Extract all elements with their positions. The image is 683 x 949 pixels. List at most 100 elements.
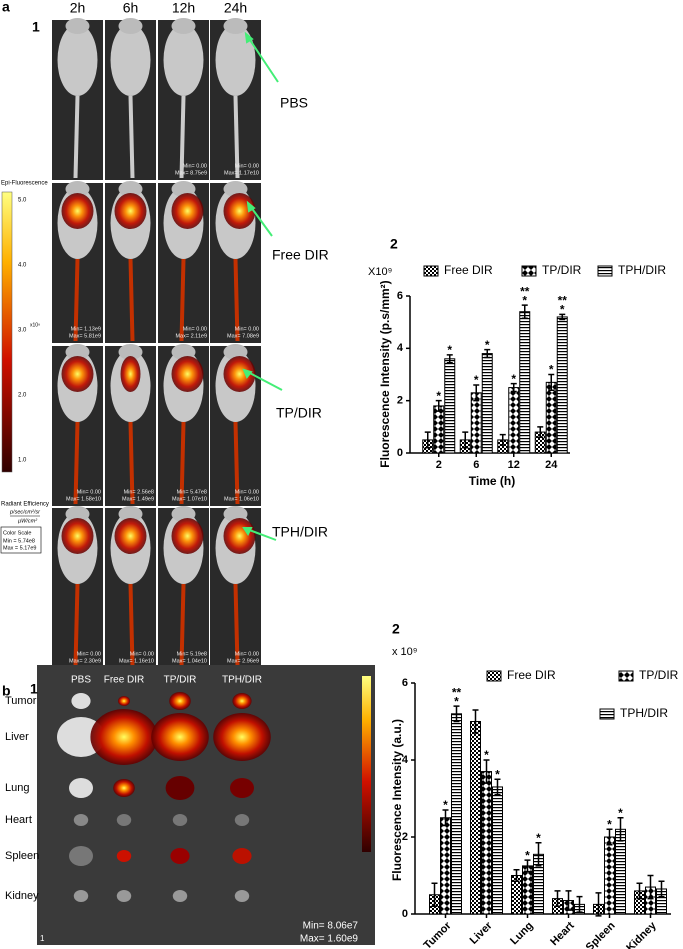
organ-label: Heart [5, 814, 32, 826]
organ-label: Kidney [5, 890, 39, 902]
bar [440, 817, 451, 915]
group-label: PBS [280, 95, 308, 111]
scale-label: X10⁹ [368, 266, 392, 278]
image-note: Min= 0.00 [130, 651, 154, 657]
photo [105, 181, 156, 343]
bar [604, 836, 615, 915]
photo [158, 506, 209, 668]
legend-swatch [486, 670, 502, 682]
legend-swatch [423, 265, 439, 277]
significance: * [549, 363, 554, 377]
legend-label: TP/DIR [639, 668, 679, 682]
column-label: Free DIR [104, 675, 145, 686]
legend-label: Free DIR [507, 668, 556, 682]
colorbar-title: Epi-Fluorescence [1, 181, 48, 187]
y-tick-label: 4 [402, 754, 409, 766]
image-note: Max= 1.58e10 [66, 496, 101, 502]
x-tick-label: Tumor [422, 919, 455, 949]
colorbar-unit: p/sec/cm²/sr [9, 509, 41, 515]
photo [158, 181, 209, 343]
time-label: 6h [123, 0, 139, 16]
organ-label: Lung [5, 782, 29, 794]
photo-layer [0, 18, 375, 945]
significance: ** [558, 293, 568, 307]
error-bar [524, 859, 531, 873]
photo [158, 344, 209, 506]
significance: * [454, 694, 459, 708]
group-label: TP/DIR [276, 405, 322, 421]
time-label: 12h [172, 0, 195, 16]
bar [481, 771, 492, 915]
image-note: Max= 1.06e10 [224, 496, 259, 502]
image-note: Max= 2.11e9 [175, 333, 207, 339]
x-tick-label: 24 [545, 459, 558, 471]
error-bar [565, 890, 572, 911]
significance: * [525, 848, 530, 862]
bar [615, 828, 626, 915]
error-bar [636, 882, 643, 900]
bar [433, 405, 445, 454]
y-axis-label: Fluorescence Intensity (p.s/mm²) [378, 280, 392, 467]
error-bar [453, 705, 460, 723]
error-bar [446, 354, 453, 364]
colorbar-scale: Color Scale [3, 530, 31, 536]
subpanel-label: 1 [32, 19, 40, 35]
error-bar [606, 828, 613, 846]
photo [105, 344, 156, 506]
image-note: Min= 0.00 [235, 489, 259, 495]
error-bar [431, 882, 438, 908]
colorbar-tick: 4.0 [18, 263, 27, 269]
bar [545, 381, 557, 454]
image-note: Max= 1.49e9 [122, 496, 154, 502]
image-note: Max= 7.08e9 [227, 333, 259, 339]
photo [52, 181, 103, 343]
bar [451, 713, 462, 915]
y-axis-label: Fluorescence Intensity (a.u.) [390, 719, 404, 881]
significance: * [447, 343, 452, 357]
legend-label: TPH/DIR [620, 706, 668, 720]
significance: * [495, 767, 500, 781]
group-label: TPH/DIR [272, 524, 328, 540]
x-tick-label: 2 [436, 459, 442, 471]
image-note: Min= 5.19e8 [177, 651, 207, 657]
image-note: Min= 5.47e8 [177, 489, 207, 495]
photo [52, 18, 103, 180]
legend-label: TP/DIR [542, 263, 582, 277]
image-note: Max= 1.04e10 [172, 658, 207, 664]
organ-photo [37, 665, 375, 945]
colorbar-tick: 1.0 [18, 458, 27, 464]
image-note: Min= 0.00 [183, 326, 207, 332]
bar [481, 353, 493, 454]
bar [470, 721, 481, 915]
subpanel-label: 2 [390, 236, 398, 252]
y-tick-label: 0 [402, 908, 408, 920]
x-tick-label: 12 [508, 459, 520, 471]
y-tick-label: 6 [397, 290, 403, 302]
significance: * [511, 372, 516, 386]
photo [210, 344, 261, 506]
image-note: Max= 2.30e9 [69, 658, 101, 664]
error-bar [472, 709, 479, 734]
subpanel-label: 1 [30, 681, 38, 697]
legend-swatch [597, 265, 613, 277]
error-bar [483, 759, 490, 784]
image-note: Min= 8.06e7 [303, 921, 359, 932]
arrows [242, 31, 283, 541]
significance: * [522, 293, 527, 307]
image-note: Max= 5.81e9 [69, 333, 101, 339]
error-bar [617, 817, 624, 842]
image-note: Max= 1.07e10 [172, 496, 207, 502]
colorbar-tick: 5.0 [18, 198, 27, 204]
error-bar [521, 304, 528, 319]
photo [105, 506, 156, 668]
y-tick-label: 2 [402, 831, 408, 843]
image-note: Min= 2.56e8 [124, 489, 154, 495]
image-note: Max= 1.16e10 [119, 658, 154, 664]
subpanel-label: 2 [392, 621, 400, 637]
panel-label: a [2, 0, 10, 15]
colorbar-unit-title: Radiant Efficiency [1, 502, 49, 508]
image-note: Min= 0.00 [235, 651, 259, 657]
colorbar [1, 191, 13, 473]
organ-label: Spleen [5, 850, 39, 862]
significance: * [443, 798, 448, 812]
